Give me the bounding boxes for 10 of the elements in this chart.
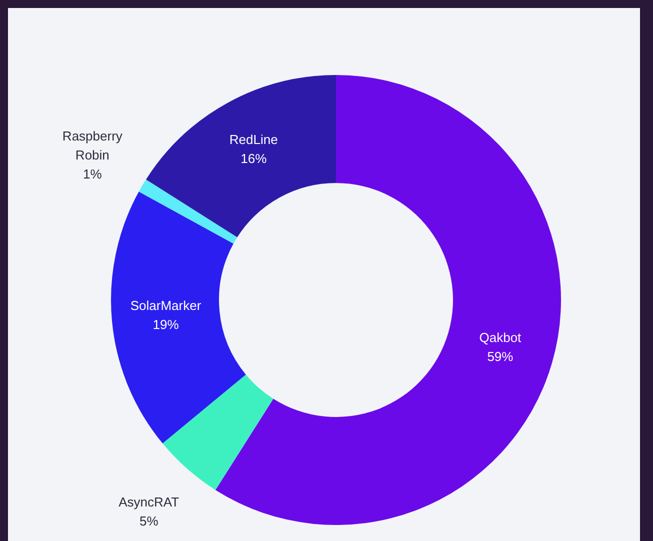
data-label: 5% [139, 513, 159, 528]
slice-label: RedLine [229, 132, 278, 148]
slice-label: SolarMarker [130, 298, 202, 314]
slice-label: AsyncRAT [118, 494, 180, 510]
data-label: 59% [487, 348, 514, 364]
data-label: 1% [83, 166, 102, 182]
data-label: 19% [152, 317, 180, 332]
data-label: 16% [240, 151, 268, 166]
slice-label: Raspberry Robin [62, 128, 123, 163]
slice-label: Qakbot [479, 330, 522, 345]
